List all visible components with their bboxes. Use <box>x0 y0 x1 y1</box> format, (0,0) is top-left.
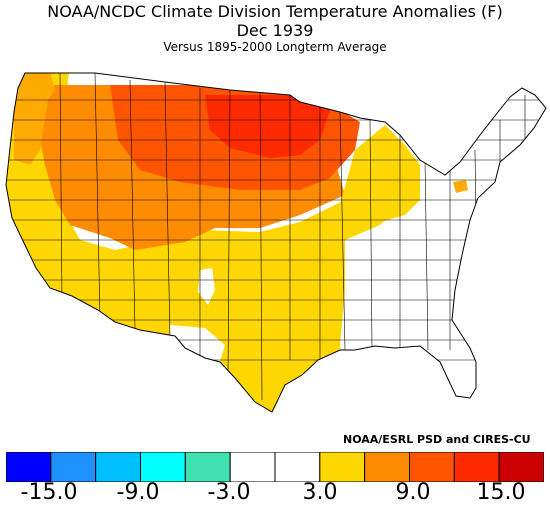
tick-label: -3.0 <box>207 480 251 505</box>
tick-label: -15.0 <box>20 480 78 505</box>
map-period: Dec 1939 <box>236 21 314 40</box>
credit-text: NOAA/ESRL PSD and CIRES-CU <box>343 433 531 446</box>
region-northern-plains <box>205 95 330 158</box>
colorbar-swatch <box>50 452 97 482</box>
tick-label: 9.0 <box>395 480 431 505</box>
map-title: NOAA/NCDC Climate Division Temperature A… <box>47 2 503 21</box>
colorbar-swatch <box>6 452 52 482</box>
colorbar-swatch <box>274 452 321 482</box>
region-pacific-northwest <box>14 73 55 165</box>
colorbar-swatch <box>184 452 231 482</box>
colorbar-swatch <box>140 452 186 482</box>
colorbar-swatch <box>364 452 411 482</box>
tick-label: 15.0 <box>476 480 526 505</box>
tick-label: -9.0 <box>116 480 160 505</box>
tick-label: 3.0 <box>302 480 338 505</box>
colorbar-swatch <box>498 452 544 482</box>
region-southwest-white-patch <box>198 268 215 305</box>
colorbar-swatch <box>319 452 366 482</box>
colorbar-swatch <box>453 452 500 482</box>
colorbar-swatch <box>229 452 276 482</box>
colorbar-swatch <box>95 452 141 482</box>
us-anomaly-map <box>5 72 547 413</box>
map-subtitle: Versus 1895-2000 Longterm Average <box>163 40 387 54</box>
colorbar <box>6 452 544 482</box>
colorbar-swatch <box>409 452 455 482</box>
region-new-york-spot <box>453 180 468 193</box>
